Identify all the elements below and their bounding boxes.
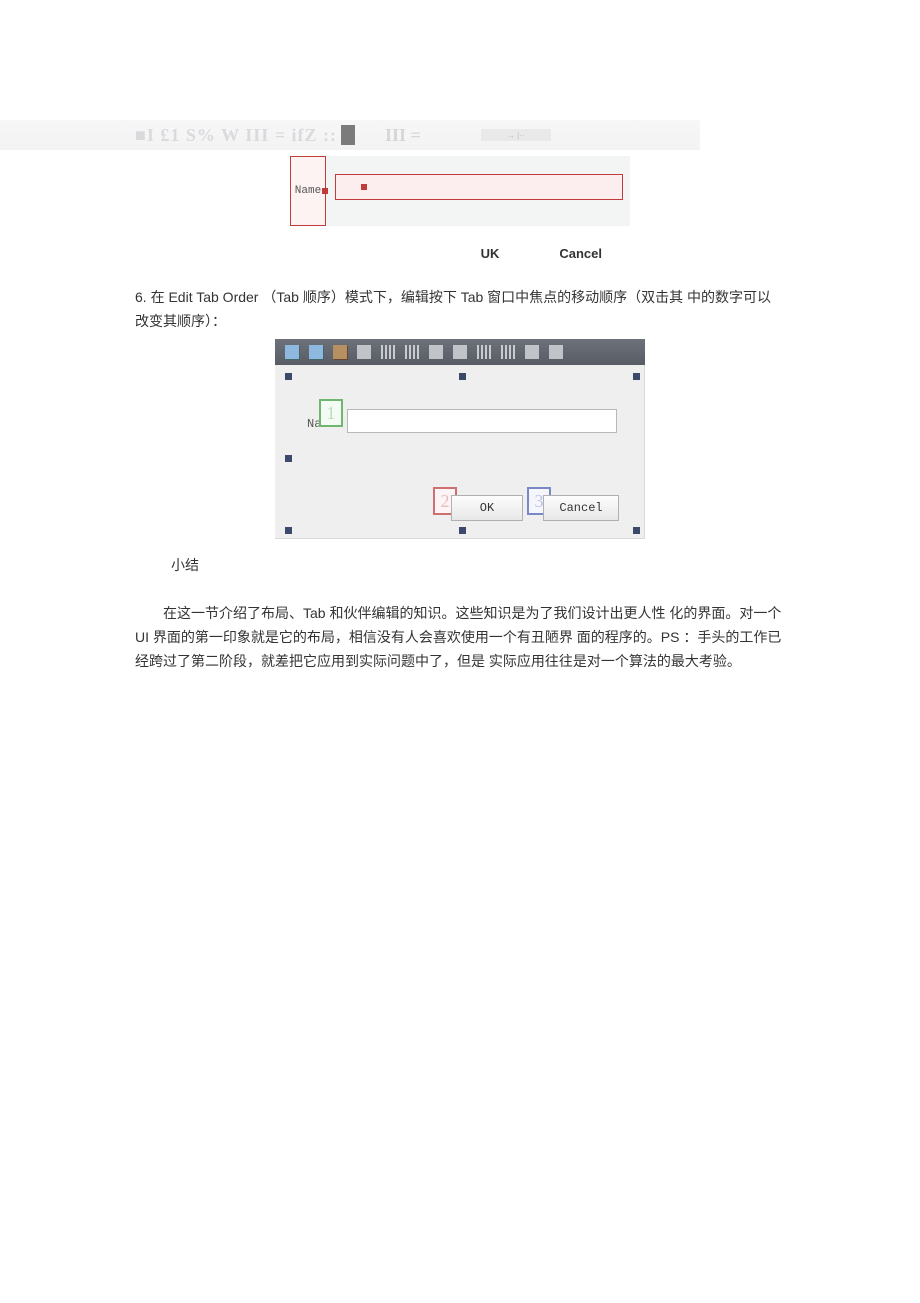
step6-prefix: 6. 在 Edit Tab Order <box>135 289 262 305</box>
garble-text-mid: III = <box>385 125 421 146</box>
tool-icon <box>357 345 371 359</box>
paragraph-step6: 6. 在 Edit Tab Order （Tab 顺序）模式下，编辑按下 Tab… <box>135 285 785 333</box>
fig1-canvas: Name <box>290 156 630 226</box>
tool-icon <box>549 345 563 359</box>
tool-icon <box>333 345 347 359</box>
name-label-selected: Name <box>290 156 326 226</box>
garble-toolbar: ■I £1 S% W III = ifZ :: III = → |·· <box>0 120 700 150</box>
selection-handle <box>285 373 292 380</box>
fig2-cancel-button: Cancel <box>543 495 619 521</box>
ok-button-label: UK <box>481 246 500 261</box>
selection-handle <box>285 527 292 534</box>
tool-icon <box>477 345 491 359</box>
fig2-canvas: Name 1 2 3 OK Cancel <box>275 365 645 539</box>
tool-icon <box>453 345 467 359</box>
garble-block <box>341 125 355 145</box>
tool-icon <box>285 345 299 359</box>
link-dot <box>322 188 328 194</box>
tool-icon <box>501 345 515 359</box>
tab-order-badge-1: 1 <box>319 399 343 427</box>
tool-icon <box>309 345 323 359</box>
garble-text-left: ■I £1 S% W III = ifZ :: <box>135 125 337 146</box>
tool-icon <box>381 345 395 359</box>
link-dot-inner <box>361 184 367 190</box>
tool-icon <box>429 345 443 359</box>
fig2-toolbar <box>275 339 645 365</box>
name-label-text: Name <box>295 185 321 197</box>
selection-handle <box>285 455 292 462</box>
tool-icon <box>405 345 419 359</box>
selection-handle <box>633 373 640 380</box>
summary-paragraph: 在这一节介绍了布局、Tab 和伙伴编辑的知识。这些知识是为了我们设计出更人性 化… <box>135 601 785 673</box>
garble-deco: → |·· <box>481 129 551 141</box>
figure-tab-order: Name 1 2 3 OK Cancel <box>275 339 645 539</box>
fig2-line-edit <box>347 409 617 433</box>
cancel-button-label: Cancel <box>559 246 602 261</box>
selection-handle <box>459 373 466 380</box>
fig1-buttons: UK Cancel <box>290 246 630 261</box>
tool-icon <box>525 345 539 359</box>
fig2-ok-button: OK <box>451 495 523 521</box>
figure-buddy-editor: Name UK Cancel <box>290 156 630 261</box>
subheading: 小结 <box>171 555 785 575</box>
line-edit-selected <box>335 174 623 200</box>
selection-handle <box>633 527 640 534</box>
selection-handle <box>459 527 466 534</box>
